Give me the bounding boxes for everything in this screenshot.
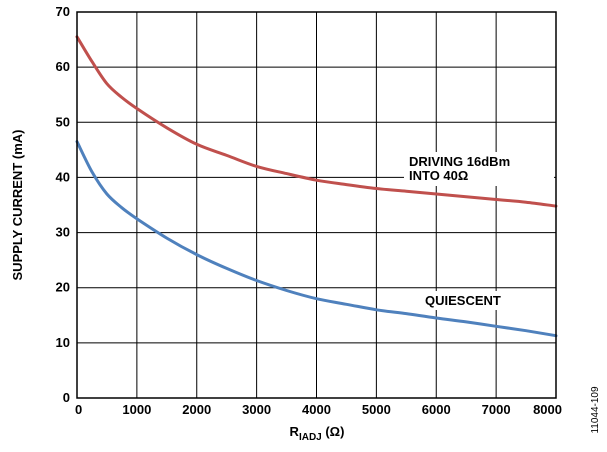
y-tick-label: 0 (63, 390, 70, 405)
x-tick-label: 7000 (482, 402, 511, 417)
x-tick-label: 4000 (302, 402, 331, 417)
y-tick-label: 40 (56, 169, 70, 184)
x-tick-label: 6000 (422, 402, 451, 417)
x-tick-label: 8000 (533, 402, 562, 417)
y-tick-label: 50 (56, 114, 70, 129)
y-tick-label: 10 (56, 335, 70, 350)
figure-id: 11044-109 (590, 386, 601, 434)
x-tick-label: 0 (75, 402, 82, 417)
series-annotation-text: INTO 40Ω (409, 168, 468, 183)
x-tick-labels: 0 1000 2000 3000 4000 5000 6000 7000 8000 (75, 402, 562, 417)
x-axis-title: RIADJ (Ω) (290, 424, 345, 443)
x-tick-label: 1000 (122, 402, 151, 417)
y-tick-label: 70 (56, 4, 70, 19)
x-tick-label: 2000 (182, 402, 211, 417)
y-tick-label: 60 (56, 59, 70, 74)
y-axis-title: SUPPLY CURRENT (mA) (10, 130, 25, 281)
x-axis-title-unit: (Ω) (322, 424, 345, 439)
x-tick-label: 5000 (362, 402, 391, 417)
x-axis-title-subscript: IADJ (299, 432, 322, 443)
y-tick-labels: 0 10 20 30 40 50 60 70 (56, 4, 70, 405)
y-tick-label: 30 (56, 225, 70, 240)
series-annotation-text: QUIESCENT (425, 293, 501, 308)
x-tick-label: 3000 (242, 402, 271, 417)
grid (77, 12, 556, 398)
series-annotation-text: DRIVING 16dBm (409, 154, 510, 169)
y-tick-label: 20 (56, 280, 70, 295)
